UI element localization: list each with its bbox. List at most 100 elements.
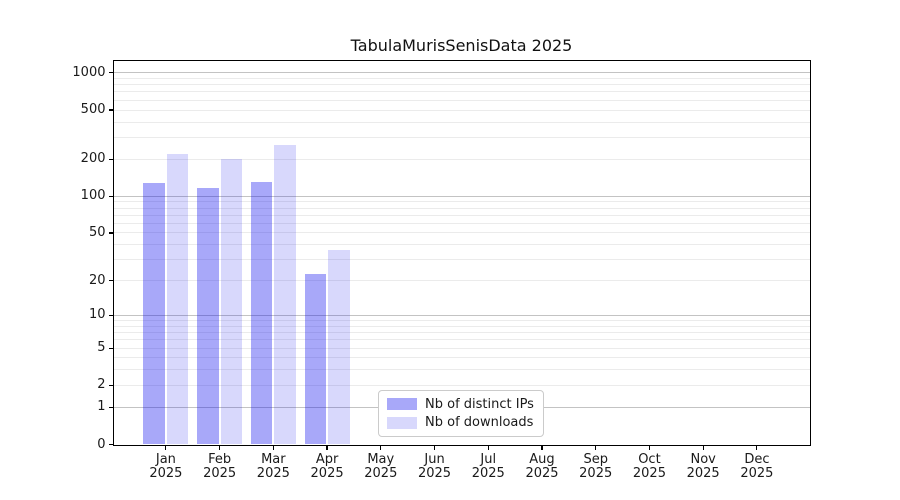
x-tick-year: 2025 [579, 466, 613, 481]
gridline-major [113, 314, 810, 316]
x-tick-label-apr: Apr 2025 [310, 451, 344, 481]
legend-label-distinct-ips: Nb of distinct IPs [425, 396, 534, 412]
x-tick-year: 2025 [632, 466, 666, 481]
bar-downloads-mar [274, 145, 296, 445]
bar-downloads-apr [328, 250, 350, 445]
y-tick-label: 500 [80, 102, 106, 118]
x-tick-label-mar: Mar 2025 [256, 451, 290, 481]
x-tick-year: 2025 [471, 466, 505, 481]
bar-distinct-ips-mar [250, 181, 273, 445]
gridline-minor [113, 280, 810, 282]
gridline-minor [113, 136, 810, 138]
x-tick-label-may: May 2025 [364, 451, 398, 481]
gridline-minor [113, 214, 810, 216]
x-tick-mark [272, 445, 274, 450]
y-tick-mark [108, 443, 113, 446]
x-tick-year: 2025 [417, 466, 452, 481]
gridline-minor [113, 384, 810, 386]
y-tick-mark [108, 314, 113, 317]
y-tick-mark [108, 384, 113, 386]
legend-item-downloads: Nb of downloads [387, 415, 535, 430]
gridline-minor [113, 158, 810, 160]
x-tick-year: 2025 [525, 466, 559, 481]
y-tick-label: 200 [80, 151, 106, 167]
y-tick-label: 1 [97, 399, 106, 415]
gridline-major [113, 195, 810, 197]
x-tick-label-oct: Oct 2025 [632, 451, 666, 481]
x-tick-label-nov: Nov 2025 [686, 451, 720, 481]
x-tick-label-dec: Dec 2025 [740, 451, 774, 481]
y-tick-label: 2 [97, 377, 106, 393]
y-tick-label: 0 [97, 436, 106, 452]
bar-downloads-feb [220, 159, 243, 445]
gridline-minor [113, 347, 810, 349]
gridline-minor [113, 259, 810, 261]
gridline-minor [113, 325, 810, 327]
chart-title: TabulaMurisSenisData 2025 [350, 36, 573, 55]
y-tick-label: 1000 [72, 64, 106, 80]
bar-distinct-ips-apr [304, 273, 327, 445]
plot-border [112, 59, 811, 446]
gridline-minor [113, 121, 810, 123]
y-tick-mark [108, 158, 113, 160]
x-tick-mark [219, 445, 221, 450]
x-tick-year: 2025 [203, 466, 237, 481]
y-tick-mark [108, 72, 113, 74]
y-tick-mark [108, 280, 113, 282]
x-tick-year: 2025 [256, 466, 290, 481]
x-tick-mark [595, 445, 597, 450]
x-tick-label-jan: Jan 2025 [149, 451, 183, 481]
x-tick-mark [648, 445, 651, 450]
gridline-minor [113, 222, 810, 224]
x-tick-label-aug: Aug 2025 [525, 451, 559, 481]
y-tick-label: 50 [88, 224, 106, 240]
x-tick-label-jul: Jul 2025 [471, 451, 505, 481]
x-tick-year: 2025 [740, 466, 774, 481]
y-tick-mark [108, 109, 113, 111]
x-tick-year: 2025 [149, 466, 183, 481]
y-tick-mark [108, 347, 113, 349]
x-tick-year: 2025 [364, 466, 398, 481]
y-tick-mark [108, 406, 113, 408]
y-tick-label: 100 [80, 188, 106, 204]
bar-downloads-jan [166, 154, 189, 445]
gridline-minor [113, 201, 810, 203]
y-tick-label: 20 [88, 272, 106, 288]
legend: Nb of distinct IPs Nb of downloads [378, 390, 544, 437]
y-tick-label: 5 [97, 340, 106, 356]
legend-swatch-downloads-icon [387, 416, 417, 429]
bar-distinct-ips-feb [197, 188, 219, 445]
gridline-minor [113, 232, 810, 234]
legend-label-downloads: Nb of downloads [425, 415, 534, 431]
x-tick-label-sep: Sep 2025 [579, 451, 613, 481]
x-tick-mark [165, 445, 167, 450]
x-tick-label-jun: Jun 2025 [417, 451, 452, 481]
x-tick-label-feb: Feb 2025 [203, 451, 237, 481]
gridline-minor [113, 77, 810, 79]
gridline-minor [113, 244, 810, 246]
y-tick-label: 10 [88, 307, 106, 323]
y-tick-mark [108, 232, 113, 234]
gridline-minor [113, 357, 810, 359]
x-tick-mark [326, 445, 328, 450]
x-tick-year: 2025 [310, 466, 344, 481]
x-tick-mark [487, 445, 489, 450]
legend-swatch-ips-icon [387, 398, 417, 411]
gridline-major [113, 72, 810, 74]
gridline-minor [113, 339, 810, 341]
x-tick-mark [756, 445, 758, 450]
gridline-minor [113, 84, 810, 86]
x-tick-mark [433, 445, 436, 450]
gridline-minor [113, 332, 810, 334]
gridline-minor [113, 320, 810, 322]
bar-distinct-ips-jan [143, 183, 165, 445]
gridline-minor [113, 207, 810, 209]
gridline-minor [113, 99, 810, 101]
gridline-minor [113, 91, 810, 93]
x-tick-mark [541, 445, 543, 450]
x-tick-year: 2025 [686, 466, 720, 481]
x-tick-mark [702, 445, 704, 450]
gridline-minor [113, 369, 810, 371]
gridline-minor [113, 109, 810, 111]
